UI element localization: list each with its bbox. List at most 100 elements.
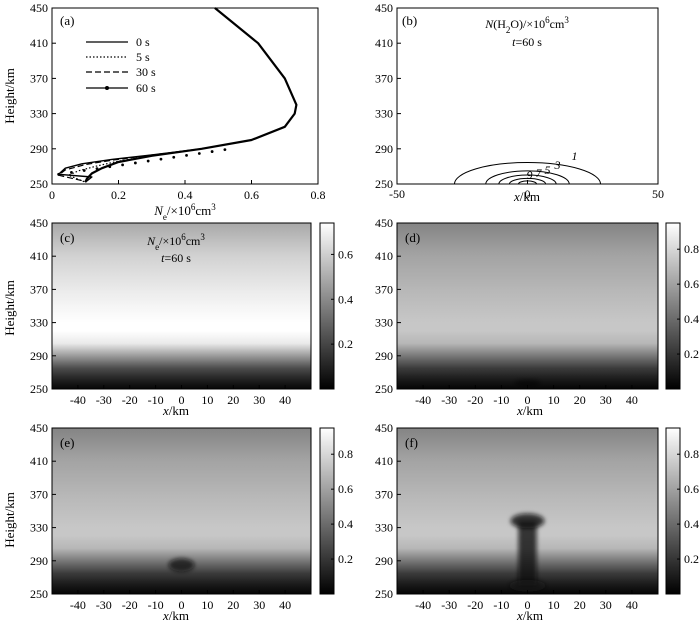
panel-c: (c) -40 -30 -20 -10 0 10 20 30 40 250 290 330 370 410 4…: [30, 216, 353, 407]
panel-c-xtick-label: -30: [96, 393, 112, 407]
panel-a-legend: 0 s 5 s 30 s 60 s: [86, 35, 156, 95]
panel-a-ytick-label: 410: [30, 36, 48, 50]
panel-d-cbar-label: 0.2: [684, 347, 699, 361]
panel-a-frame: [51, 7, 319, 185]
panel-c-colorbar: [319, 222, 335, 390]
panel-a-xtick-label: 0.6: [244, 188, 259, 202]
contour-level-1: [453, 162, 602, 184]
panel-d-xtick-label: 30: [600, 393, 612, 407]
panel-b-ytick-label: 330: [375, 107, 393, 121]
panel-e-ytick-label: 330: [30, 521, 48, 535]
panel-a: (a) 0 0.2 0.4 0.6 0.8 250 290 330 370 410 450 0 s…: [2, 1, 326, 222]
panel-c-xtick-label: -10: [148, 393, 164, 407]
panel-c-subtitle: t=60 s: [161, 251, 191, 265]
panel-c-xtick-label: -40: [70, 393, 86, 407]
series-marker-60s: [172, 155, 176, 159]
panel-c-ytick-label: 370: [30, 282, 48, 296]
contour-level-3: [485, 170, 570, 184]
panel-e-xtick-label: 10: [201, 598, 213, 612]
panel-f-cbar-label: 0.6: [684, 482, 699, 496]
depletion-head: [168, 558, 195, 572]
panel-c-cbar-label: 0.2: [338, 337, 353, 351]
panel-f-label: (f): [405, 435, 418, 450]
panel-e-xtick-label: 40: [279, 598, 291, 612]
panel-d-colorbar: [665, 222, 681, 390]
panel-f-xtick-label: 0: [525, 598, 531, 612]
series-line-60s: [57, 7, 298, 183]
series-marker-60s: [185, 153, 188, 157]
panel-f-xtick-label: 30: [600, 598, 612, 612]
panel-c-xtick-label: -20: [122, 393, 138, 407]
panel-b-ytick-label: 370: [375, 71, 393, 85]
panel-f-xtick-label: 20: [574, 598, 586, 612]
panel-d-xtick-label: 0: [525, 393, 531, 407]
series-marker-60s: [210, 150, 214, 153]
series-marker-60s: [108, 165, 112, 169]
series-marker-60s: [57, 172, 61, 176]
contour-level-5: [498, 174, 557, 184]
panel-d-depletion: [514, 379, 541, 387]
panel-c-ytick-label: 450: [30, 216, 48, 230]
panel-f-xlabel: x/km: [516, 608, 543, 623]
legend-label-30s: 30 s: [136, 65, 156, 79]
panel-d: (d) -40 -30 -20 -10 0 10 20 30 40 250 290 330 370 410 4…: [375, 216, 699, 407]
panel-d-xtick-label: -10: [493, 393, 509, 407]
panel-b-title: N(H2O)/×106cm3: [484, 15, 569, 35]
panel-b-xtick-label: 50: [652, 187, 664, 201]
panel-c-label: (c): [60, 230, 74, 245]
panel-d-ytick-label: 250: [375, 382, 393, 396]
panel-f-xtick-label: 10: [548, 598, 560, 612]
panel-b-ytick-label: 290: [375, 142, 393, 156]
legend-label-0s: 0 s: [136, 35, 150, 49]
panel-d-ytick-label: 290: [375, 349, 393, 363]
panel-d-label: (d): [405, 230, 420, 245]
panel-d-cbar-label: 0.4: [684, 312, 699, 326]
contour-label-5: 5: [545, 163, 551, 177]
panel-e-xtick-label: -20: [122, 598, 138, 612]
panel-c-ytick-label: 250: [30, 382, 48, 396]
panel-f-ytick-label: 410: [375, 454, 393, 468]
panel-e-xtick-label: 30: [253, 598, 265, 612]
panel-d-heatmap: [397, 223, 658, 389]
panel-f-ytick-label: 250: [375, 587, 393, 601]
panel-a-ytick-label: 450: [30, 1, 48, 15]
panel-f-xtick-label: -30: [441, 598, 457, 612]
series-marker-60s: [146, 159, 150, 163]
panel-d-xtick-label: -20: [467, 393, 483, 407]
panel-e-xtick-label: -30: [96, 598, 112, 612]
panel-c-cbar-label: 0.6: [338, 247, 353, 261]
panel-a-ytick-label: 290: [30, 142, 48, 156]
depletion-foot: [509, 579, 546, 592]
panel-b-ytick-label: 410: [375, 36, 393, 50]
panel-d-ytick-label: 450: [375, 216, 393, 230]
panel-d-ytick-label: 370: [375, 282, 393, 296]
panel-c-xtick-label: 30: [253, 393, 265, 407]
panel-b-frame: [396, 7, 659, 185]
contour-label-1: 1: [572, 149, 578, 163]
panel-e-ylabel: Height/km: [2, 492, 17, 548]
panel-a-xtick-label: 0.2: [111, 188, 126, 202]
legend-label-5s: 5 s: [136, 50, 150, 64]
panel-a-lines: [57, 7, 298, 183]
contour-label-9: 9: [527, 168, 533, 182]
panel-a-xlabel: Ne/×106cm3: [153, 202, 216, 222]
panel-e-cbar-label: 0.2: [338, 552, 353, 566]
panel-b-yticks: 250 290 330 370 410 450: [375, 1, 401, 191]
panel-c-xtick-label: 10: [201, 393, 213, 407]
series-marker-60s: [223, 148, 227, 152]
panel-a-xtick-label: 0.4: [178, 188, 193, 202]
panel-b-ytick-label: 450: [375, 1, 393, 15]
series-marker-60s: [197, 152, 201, 155]
series-marker-60s: [82, 169, 86, 172]
panel-e-xtick-label: 20: [227, 598, 239, 612]
contour-label-3: 3: [554, 158, 561, 172]
depletion-head: [514, 379, 541, 387]
panel-f-ytick-label: 370: [375, 487, 393, 501]
series-marker-60s: [159, 157, 163, 161]
panel-d-ytick-label: 410: [375, 249, 393, 263]
panel-a-xtick-label: 0.8: [311, 188, 326, 202]
panel-c-ytick-label: 410: [30, 249, 48, 263]
